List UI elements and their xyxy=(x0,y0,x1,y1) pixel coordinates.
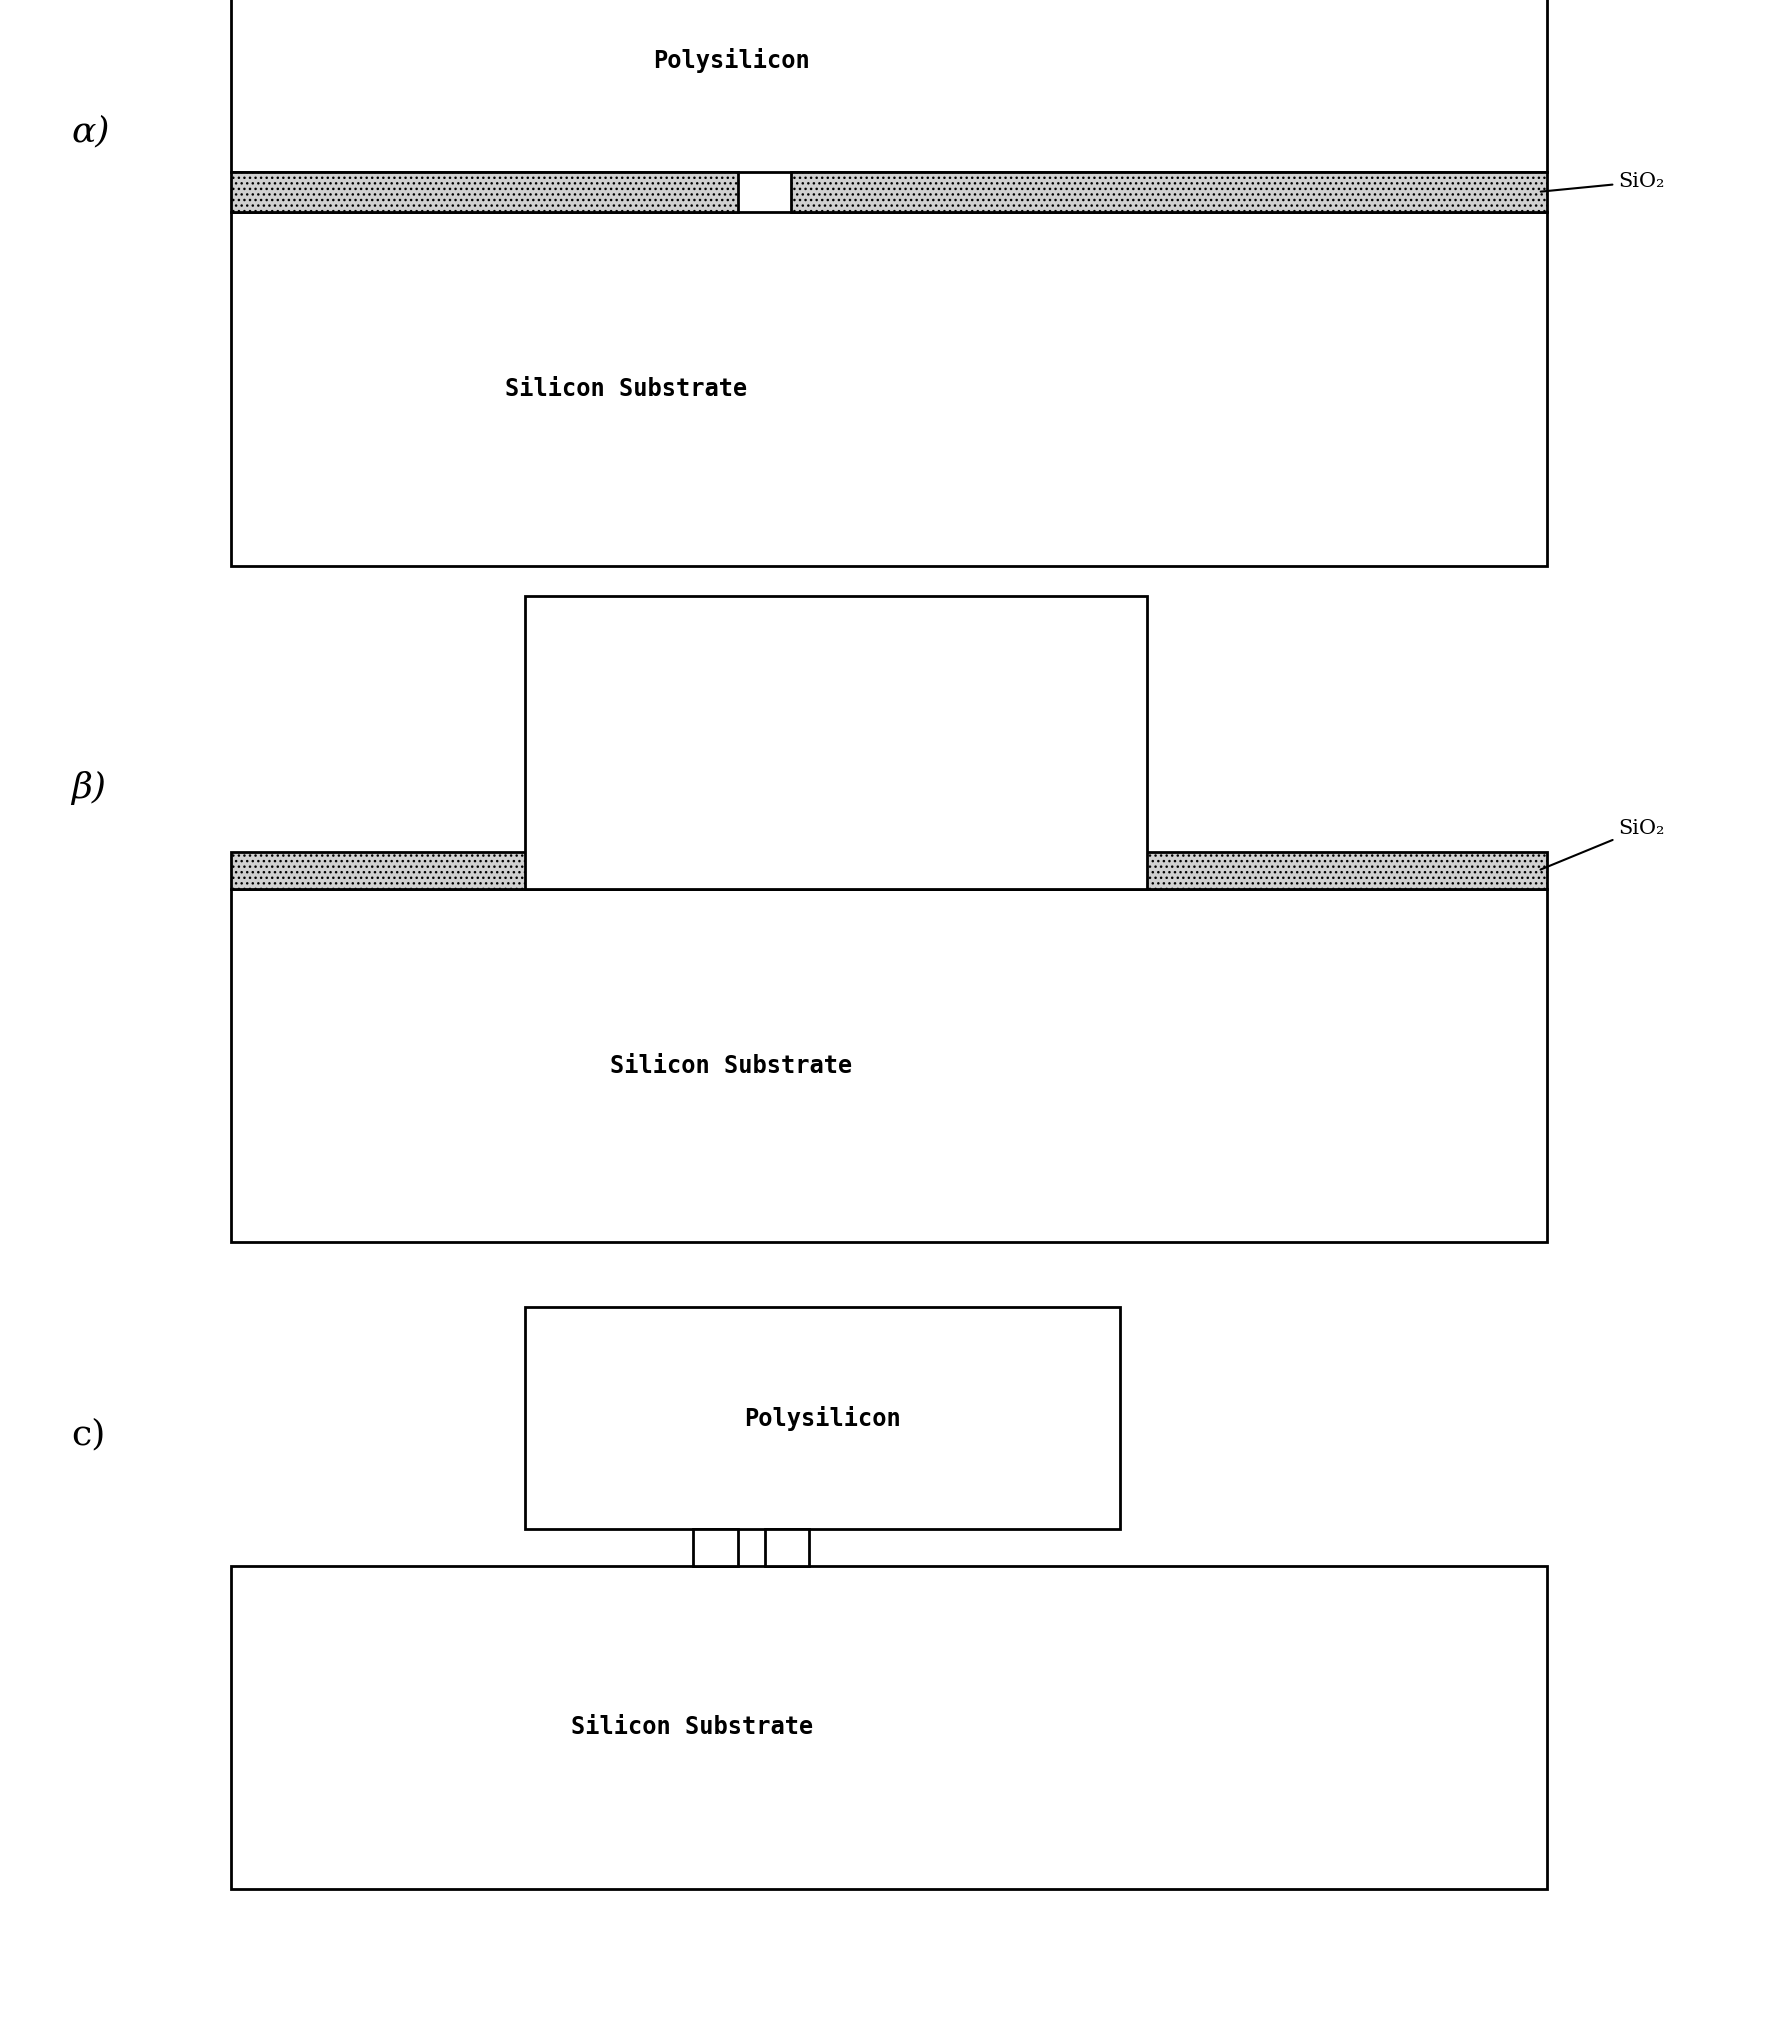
Text: Polysilicon: Polysilicon xyxy=(653,48,809,73)
Text: c): c) xyxy=(71,1418,105,1450)
Bar xyxy=(231,889,1547,1242)
Bar xyxy=(791,172,1547,212)
Bar xyxy=(231,1566,1547,1889)
Text: Silicon Substrate: Silicon Substrate xyxy=(505,378,747,400)
Bar xyxy=(525,1307,1120,1529)
Text: Polysilicon: Polysilicon xyxy=(743,1406,901,1430)
Text: SiO₂: SiO₂ xyxy=(1540,818,1664,869)
Bar xyxy=(693,1529,738,1566)
Bar xyxy=(231,212,1547,566)
Bar xyxy=(231,0,1547,172)
Text: SiO₂: SiO₂ xyxy=(1542,172,1664,192)
Text: Silicon Substrate: Silicon Substrate xyxy=(571,1715,813,1739)
Bar xyxy=(765,1529,809,1566)
Bar xyxy=(231,852,667,889)
Text: Silicon Substrate: Silicon Substrate xyxy=(610,1054,852,1077)
Text: α): α) xyxy=(71,115,110,147)
Bar xyxy=(720,852,1547,889)
Text: Polysilicon: Polysilicon xyxy=(757,715,914,739)
Bar xyxy=(525,596,1147,889)
Bar xyxy=(231,172,738,212)
Text: β): β) xyxy=(71,772,107,804)
